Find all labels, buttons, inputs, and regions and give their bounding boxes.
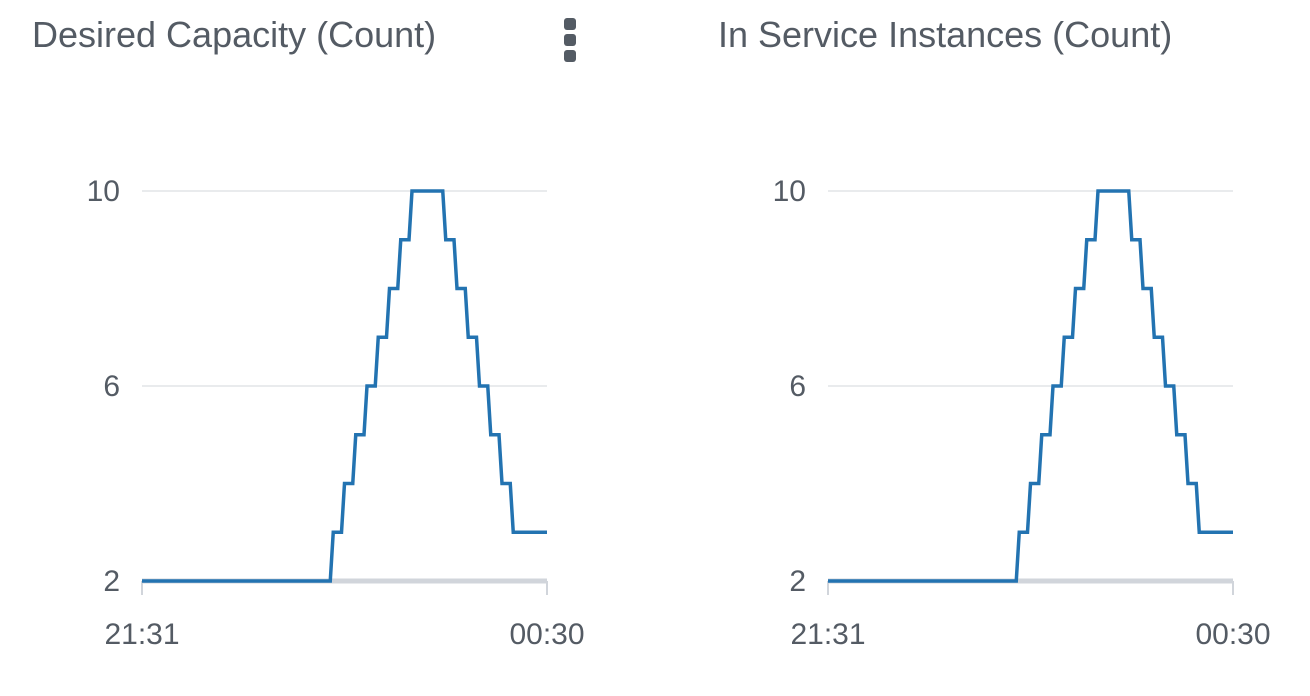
x-tick-label: 00:30 xyxy=(509,618,584,651)
panel-title-desired-capacity: Desired Capacity (Count) xyxy=(32,14,437,55)
y-tick-label: 2 xyxy=(103,565,120,598)
y-tick-label: 6 xyxy=(103,370,120,403)
series-line xyxy=(142,189,547,583)
desired-capacity-chart: 2 6 10 21:31 00:30 xyxy=(87,175,585,651)
x-tick-label: 00:30 xyxy=(1195,618,1270,651)
y-tick-label: 10 xyxy=(87,175,120,208)
x-tick-label: 21:31 xyxy=(104,618,179,651)
y-tick-label: 2 xyxy=(789,565,806,598)
more-options-icon[interactable] xyxy=(560,18,580,62)
x-tick-label: 21:31 xyxy=(790,618,865,651)
in-service-instances-chart: 2 6 10 21:31 00:30 xyxy=(773,175,1271,651)
y-tick-label: 10 xyxy=(773,175,806,208)
y-tick-label: 6 xyxy=(789,370,806,403)
series-line xyxy=(828,189,1233,583)
panel-title-in-service-instances: In Service Instances (Count) xyxy=(718,14,1173,55)
